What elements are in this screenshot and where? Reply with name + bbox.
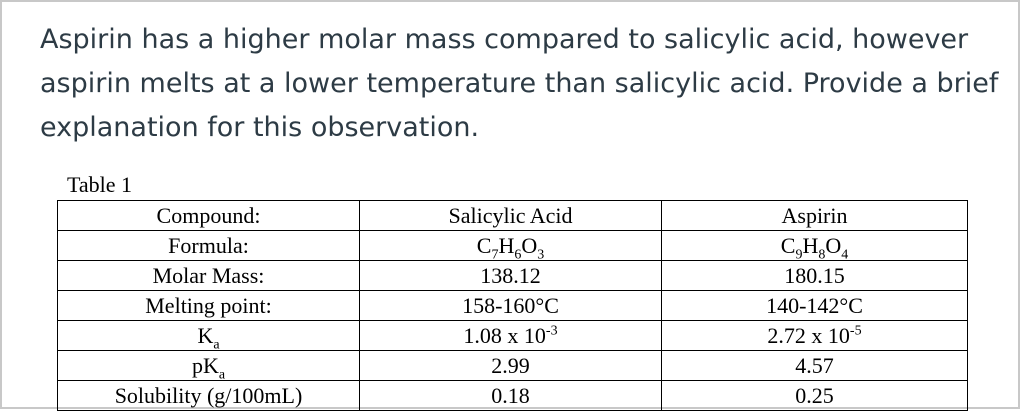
table-caption: Table 1 bbox=[67, 172, 133, 197]
salicylic-formula: C7H6O3 bbox=[359, 230, 662, 261]
salicylic-ka: 1.08 x 10-3 bbox=[359, 320, 662, 351]
compound-table: Compound: Salicylic Acid Aspirin Formula… bbox=[57, 200, 968, 411]
label-solubility: Solubility (g/100mL) bbox=[57, 380, 360, 411]
salicylic-solubility: 0.18 bbox=[359, 380, 662, 411]
label-formula: Formula: bbox=[57, 230, 360, 261]
label-melting-point: Melting point: bbox=[57, 290, 360, 321]
table-row: Molar Mass: 138.12 180.15 bbox=[57, 260, 968, 291]
question-text: Aspirin has a higher molar mass compared… bbox=[40, 24, 999, 143]
label-ka: Ka bbox=[57, 320, 360, 351]
label-pka: pKa bbox=[57, 350, 360, 381]
table-row: Melting point: 158-160°C 140-142°C bbox=[57, 290, 968, 321]
table-row: Compound: Salicylic Acid Aspirin bbox=[57, 200, 968, 231]
table-row: Solubility (g/100mL) 0.18 0.25 bbox=[57, 380, 968, 411]
table-figure: Table 1 Compound: Salicylic Acid Aspirin… bbox=[57, 172, 968, 411]
salicylic-melting-point: 158-160°C bbox=[359, 290, 662, 321]
header-compound: Compound: bbox=[57, 200, 360, 231]
aspirin-solubility: 0.25 bbox=[661, 380, 968, 411]
table-row: Ka 1.08 x 10-3 2.72 x 10-5 bbox=[57, 320, 968, 351]
aspirin-pka: 4.57 bbox=[661, 350, 968, 381]
salicylic-molar-mass: 138.12 bbox=[359, 260, 662, 291]
header-salicylic-acid: Salicylic Acid bbox=[359, 200, 662, 231]
salicylic-pka: 2.99 bbox=[359, 350, 662, 381]
table-row: pKa 2.99 4.57 bbox=[57, 350, 968, 381]
aspirin-molar-mass: 180.15 bbox=[661, 260, 968, 291]
label-molar-mass: Molar Mass: bbox=[57, 260, 360, 291]
aspirin-melting-point: 140-142°C bbox=[661, 290, 968, 321]
aspirin-ka: 2.72 x 10-5 bbox=[661, 320, 968, 351]
table-row: Formula: C7H6O3 C9H8O4 bbox=[57, 230, 968, 261]
aspirin-formula: C9H8O4 bbox=[661, 230, 968, 261]
header-aspirin: Aspirin bbox=[661, 200, 968, 231]
